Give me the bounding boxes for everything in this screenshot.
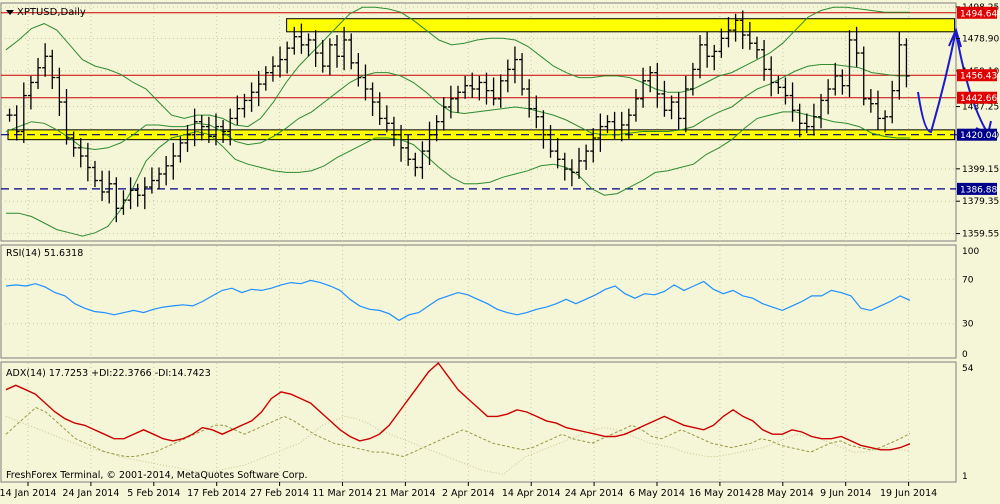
rsi-tick-label: 0 — [962, 350, 968, 360]
symbol-title: XPTUSD,Daily — [17, 7, 86, 18]
date-label: 6 May 2014 — [629, 488, 685, 499]
date-label: 16 May 2014 — [689, 488, 751, 499]
date-axis: 14 Jan 2014 24 Jan 2014 5 Feb 2014 17 Feb 2… — [0, 482, 937, 499]
dropdown-triangle-icon[interactable] — [6, 10, 14, 15]
rsi-panel-frame — [0, 244, 957, 359]
price-tag-box — [957, 6, 997, 19]
date-label: 19 Jun 2014 — [880, 488, 937, 499]
date-label: 14 Jan 2014 — [0, 488, 56, 499]
date-label: 28 May 2014 — [752, 488, 814, 499]
bollinger-upper-band — [5, 6, 910, 128]
adx-tick-label: 54 — [962, 364, 974, 374]
horizontal-levels — [1, 12, 956, 190]
price-tag-box — [957, 182, 997, 195]
date-label: 21 Mar 2014 — [375, 488, 435, 499]
zone-highlights — [7, 18, 956, 141]
rsi-tick-label: 30 — [962, 320, 974, 330]
date-label: 9 Jun 2014 — [820, 488, 871, 499]
forecast-arrow-up — [917, 29, 957, 134]
rsi-gridlines — [1, 246, 956, 357]
arrow-head-up-icon — [948, 27, 962, 48]
price-panel-frame — [0, 2, 957, 242]
adx-series — [5, 361, 911, 475]
price-tick-label: 1437.25 — [962, 103, 999, 113]
price-tick-label: 1379.35 — [962, 197, 999, 207]
price-tick-label: 1399.15 — [962, 165, 999, 175]
date-label: 14 Apr 2014 — [502, 488, 561, 499]
adx-line-di — [5, 406, 911, 458]
bollinger-lower-band — [6, 111, 910, 237]
date-label: 24 Apr 2014 — [565, 488, 624, 499]
date-label: 5 Feb 2014 — [127, 488, 180, 499]
price-tag-label: 1494.64 — [960, 9, 997, 19]
rsi-line — [5, 279, 911, 322]
bollinger-bands — [5, 6, 910, 237]
rsi-tick-label: 70 — [962, 275, 974, 285]
price-tag-label: 1442.66 — [960, 94, 997, 104]
date-label: 17 Feb 2014 — [187, 488, 246, 499]
highlight-zone — [286, 18, 956, 33]
bollinger-middle-band — [5, 64, 910, 151]
rsi-tick-label: 100 — [962, 247, 979, 257]
adx-axis: 54 1 — [962, 364, 974, 482]
forecast-arrows — [917, 27, 992, 136]
copyright-text: FreshForex Terminal, © 2001-2014, MetaQu… — [6, 470, 308, 481]
date-label: 27 Feb 2014 — [250, 488, 309, 499]
adx-tick-label: 1 — [962, 472, 968, 482]
price-tag-box — [957, 69, 997, 82]
price-tag-label: 1386.88 — [960, 185, 997, 195]
price-tag-box — [957, 91, 997, 104]
date-label: 11 Mar 2014 — [312, 488, 372, 499]
price-tick-label: 1478.90 — [962, 34, 999, 44]
rsi-series — [5, 279, 911, 322]
price-tag-box — [957, 128, 997, 141]
adx-panel-frame — [0, 361, 957, 483]
price-tick-label: 1359.55 — [962, 230, 999, 240]
date-label: 2 Apr 2014 — [442, 488, 495, 499]
rsi-axis: 100 70 30 0 — [962, 247, 979, 360]
adx-title: ADX(14) 17.7253 +DI:22.3766 -DI:14.7423 — [6, 368, 211, 379]
adx-line-adx — [5, 361, 911, 451]
price-tag-label: 1456.43 — [960, 72, 997, 82]
date-label: 24 Jan 2014 — [62, 488, 119, 499]
symbol-title-group[interactable]: XPTUSD,Daily — [6, 7, 86, 18]
forecast-arrow-down — [955, 31, 988, 133]
ohlc-bars — [6, 10, 910, 223]
rsi-title: RSI(14) 51.6318 — [6, 248, 83, 259]
price-tag-label: 1420.04 — [960, 131, 997, 141]
price-level-tags: 1494.64 1456.43 1442.66 1420.04 1386.88 — [957, 6, 997, 195]
